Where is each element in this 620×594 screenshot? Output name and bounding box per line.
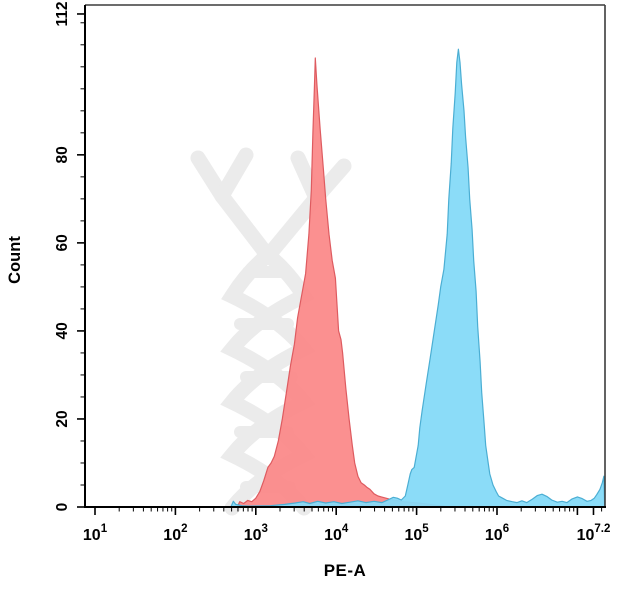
- y-tick-label: 40: [54, 322, 71, 339]
- x-tick-label: 104: [324, 523, 349, 544]
- dna-branch: [214, 147, 254, 204]
- y-tick-label: 20: [54, 410, 71, 427]
- tick-labels-layer: 101 102 103 104 105 106 107.2 0 20 40 60 80 112: [54, 1, 610, 544]
- x-tick-label: 103: [244, 523, 268, 544]
- x-tick-label: 106: [485, 523, 509, 544]
- dna-branch: [214, 188, 276, 264]
- red-population-outline: [236, 57, 451, 508]
- blue-population-outline: [230, 48, 606, 508]
- red-population-area: [237, 58, 451, 507]
- x-tick-label: 105: [404, 523, 429, 544]
- y-axis-title: Count: [6, 236, 24, 284]
- x-tick-label: 101: [83, 523, 108, 544]
- x-axis-title: PE-A: [324, 561, 367, 580]
- y-tick-label: 0: [54, 503, 71, 512]
- axis-ticks-layer: [77, 13, 603, 515]
- x-tick-label: 102: [163, 523, 187, 544]
- y-tick-label: 112: [54, 1, 71, 26]
- dna-branch: [260, 190, 324, 264]
- x-tick-label: 107.2: [577, 523, 611, 544]
- y-tick-label: 80: [54, 146, 71, 163]
- histogram-series-layer: [230, 48, 606, 508]
- y-tick-label: 60: [54, 234, 71, 251]
